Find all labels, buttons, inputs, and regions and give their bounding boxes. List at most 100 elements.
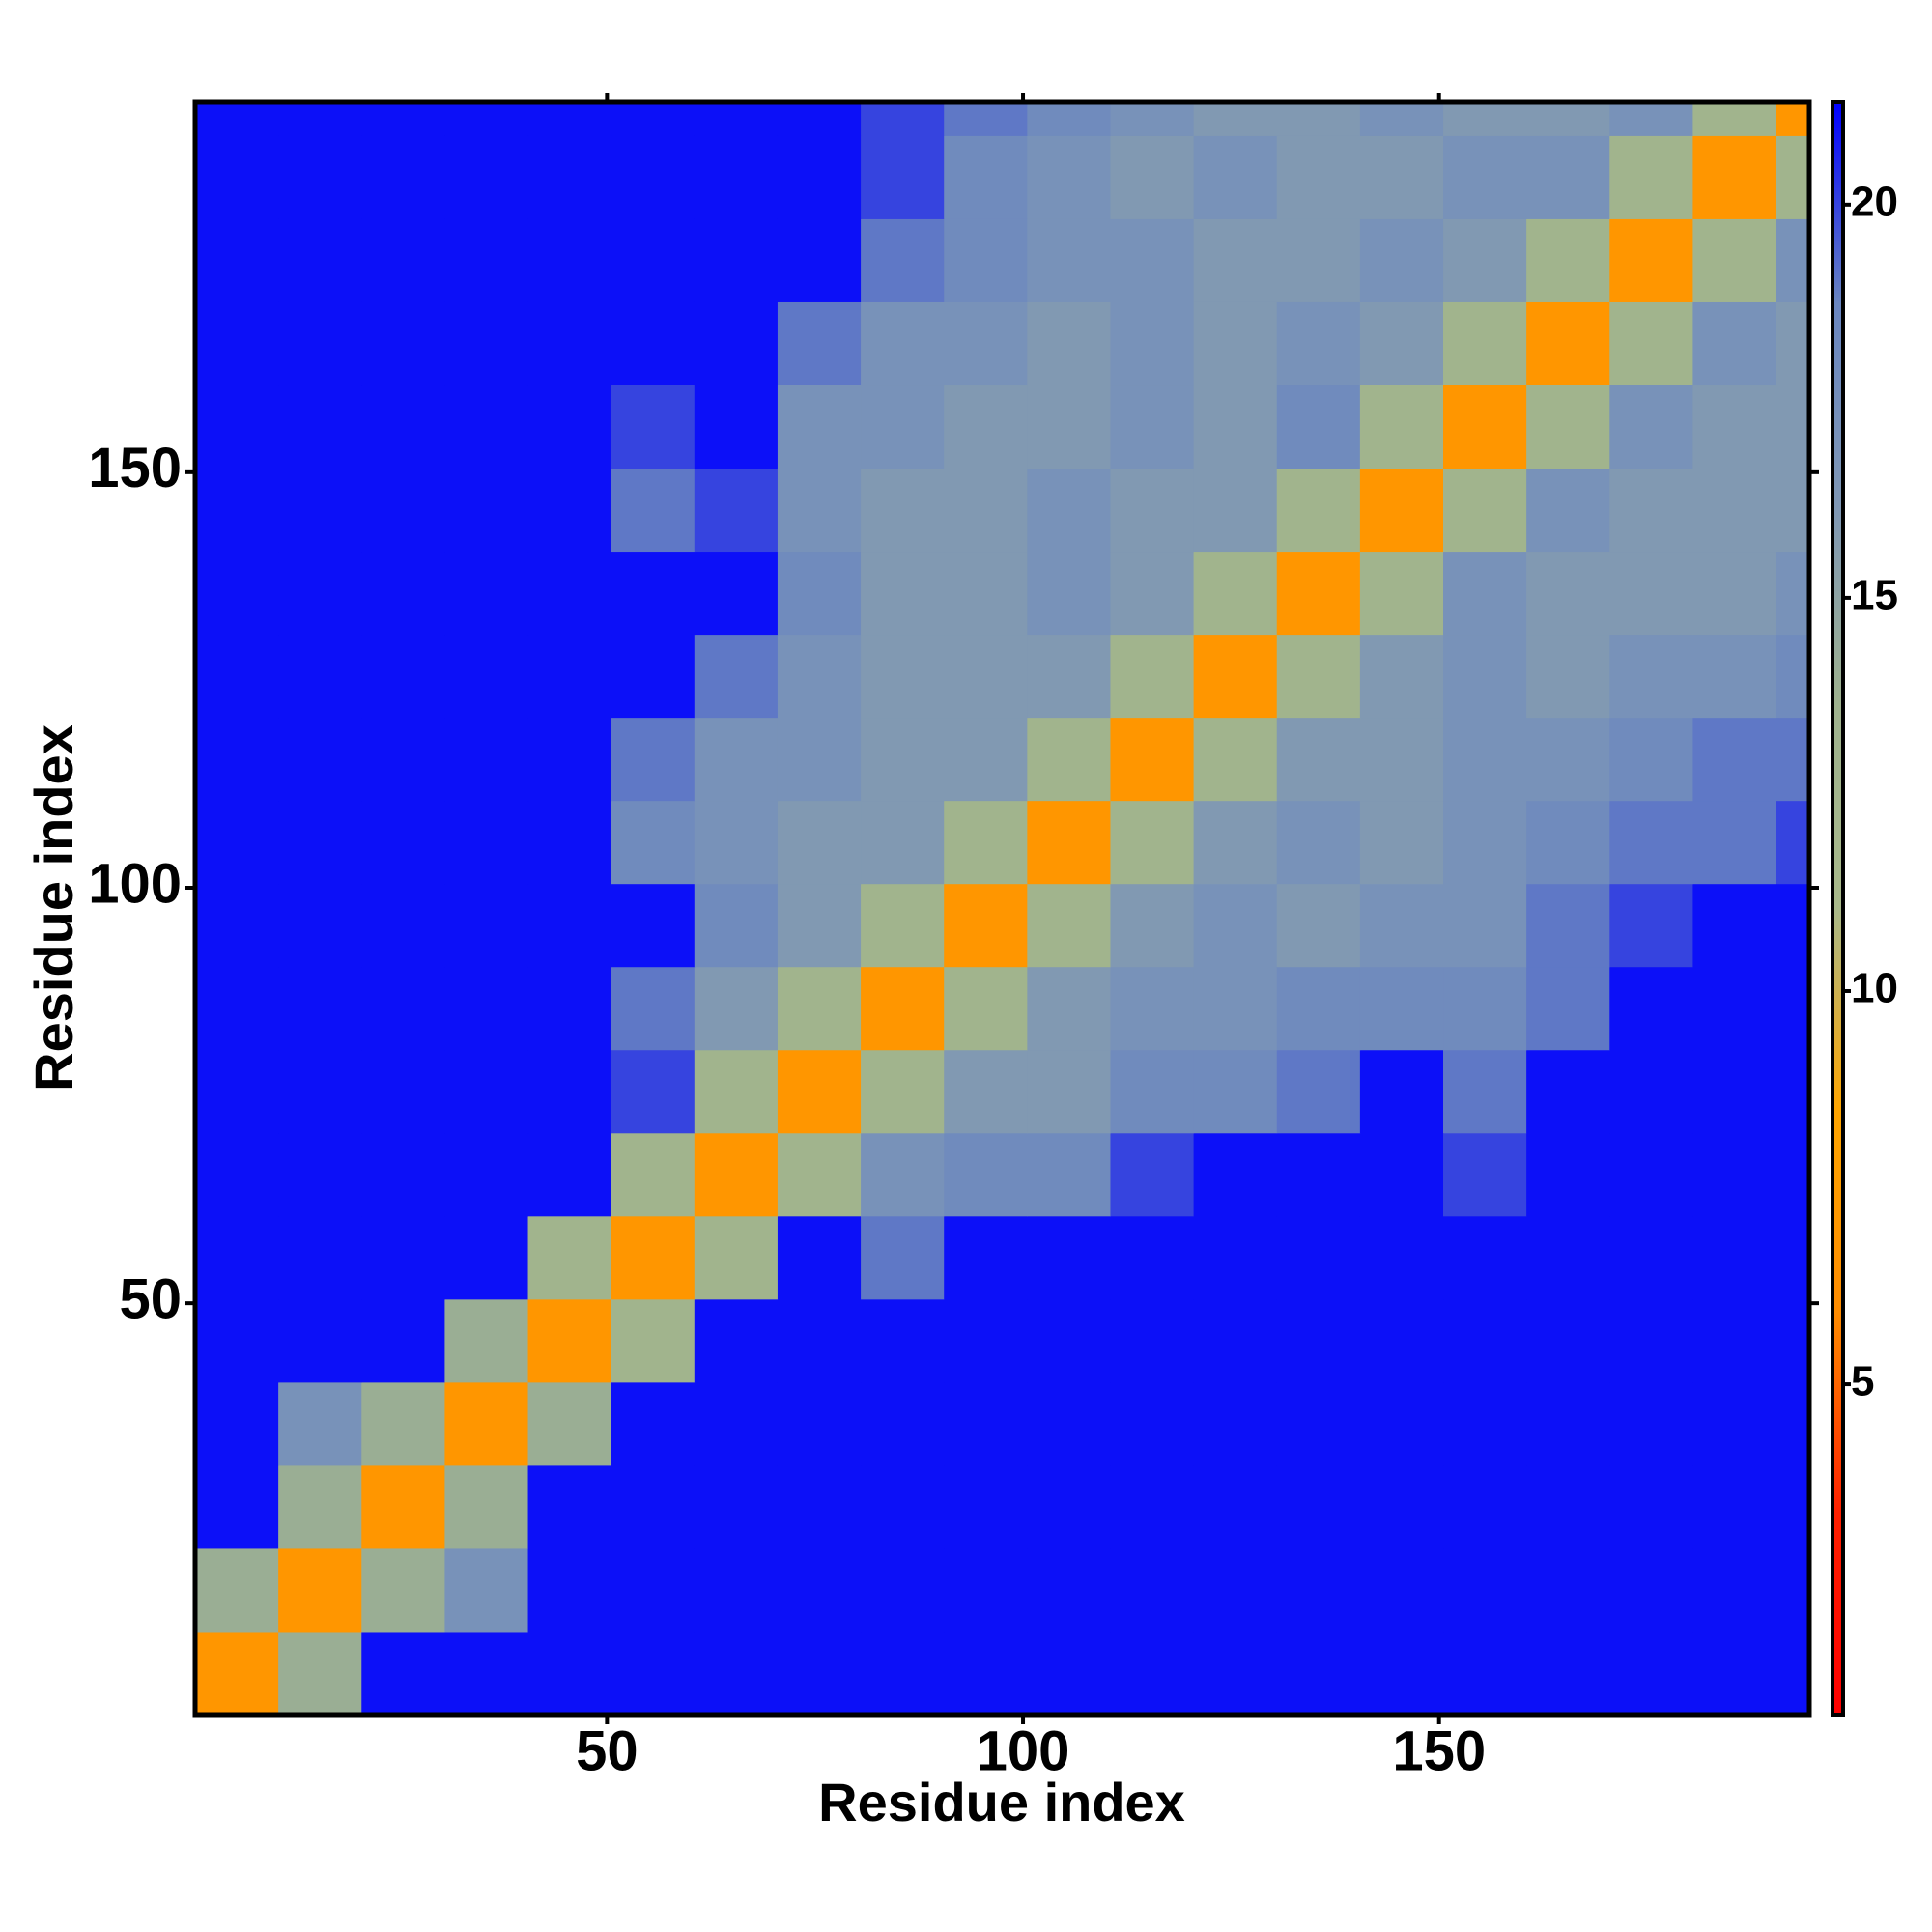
heatmap-cell bbox=[777, 883, 862, 968]
heatmap-cell bbox=[1359, 218, 1444, 302]
heatmap-cell bbox=[1443, 1215, 1527, 1300]
heatmap-cell bbox=[944, 1049, 1028, 1134]
heatmap-cell bbox=[1526, 384, 1610, 469]
heatmap-cell bbox=[1526, 883, 1610, 968]
heatmap-cell bbox=[777, 1464, 862, 1549]
heatmap-cell bbox=[278, 468, 362, 553]
heatmap-cell bbox=[1276, 1631, 1361, 1716]
heatmap-cell bbox=[611, 717, 696, 802]
heatmap-cell bbox=[527, 634, 612, 719]
heatmap-cell bbox=[1193, 1381, 1278, 1466]
heatmap-cell bbox=[278, 800, 362, 885]
heatmap-cell bbox=[1443, 384, 1527, 469]
heatmap-cell bbox=[694, 384, 779, 469]
heatmap-cell bbox=[861, 135, 945, 219]
heatmap-cell bbox=[1526, 1132, 1610, 1217]
heatmap-cell bbox=[1276, 551, 1361, 636]
heatmap-cell bbox=[1609, 1049, 1693, 1134]
heatmap-cell bbox=[1526, 717, 1610, 802]
heatmap-cell bbox=[1110, 717, 1195, 802]
heatmap-cell bbox=[1193, 1132, 1278, 1217]
heatmap-cell bbox=[1110, 883, 1195, 968]
heatmap-cell bbox=[1276, 1215, 1361, 1300]
x-tick-label: 100 bbox=[977, 1719, 1070, 1782]
y-tick-label: 50 bbox=[119, 1267, 182, 1330]
heatmap-cell bbox=[1526, 468, 1610, 553]
heatmap-cell bbox=[195, 1049, 279, 1134]
heatmap-cell bbox=[861, 883, 945, 968]
heatmap-cell bbox=[1692, 1049, 1777, 1134]
heatmap-cell bbox=[944, 1381, 1028, 1466]
heatmap-cell bbox=[361, 218, 445, 302]
colorbar-tick-label: 10 bbox=[1851, 965, 1898, 1012]
heatmap-cell bbox=[1443, 551, 1527, 636]
heatmap-cell bbox=[861, 1049, 945, 1134]
heatmap-cell bbox=[444, 1298, 529, 1383]
colorbar bbox=[1831, 100, 1845, 1717]
heatmap-cell bbox=[1443, 883, 1527, 968]
heatmap-cell bbox=[944, 468, 1028, 553]
heatmap-cell bbox=[1443, 1381, 1527, 1466]
heatmap-cell bbox=[361, 1049, 445, 1134]
heatmap-cell bbox=[1110, 301, 1195, 386]
heatmap-cell bbox=[527, 468, 612, 553]
heatmap-cell bbox=[195, 1215, 279, 1300]
heatmap-cell bbox=[1027, 634, 1111, 719]
heatmap-cell bbox=[1776, 102, 1810, 136]
heatmap-cell bbox=[1692, 218, 1777, 302]
x-tick-label: 150 bbox=[1392, 1719, 1486, 1782]
heatmap-cell bbox=[861, 468, 945, 553]
y-tick-label: 150 bbox=[88, 437, 182, 499]
heatmap-cell bbox=[861, 1215, 945, 1300]
heatmap-cell bbox=[611, 1132, 696, 1217]
heatmap-cell bbox=[278, 218, 362, 302]
heatmap-cell bbox=[1359, 384, 1444, 469]
heatmap-cell bbox=[444, 1381, 529, 1466]
heatmap-cell bbox=[1193, 717, 1278, 802]
heatmap-cell bbox=[694, 1464, 779, 1549]
heatmap-cell bbox=[1776, 135, 1810, 219]
heatmap-cell bbox=[1359, 1548, 1444, 1633]
heatmap-cell bbox=[1692, 384, 1777, 469]
heatmap-cell bbox=[861, 1381, 945, 1466]
heatmap-cell bbox=[1193, 102, 1278, 136]
heatmap-cell bbox=[361, 1464, 445, 1549]
heatmap-cell bbox=[1276, 135, 1361, 219]
heatmap-cell bbox=[444, 1215, 529, 1300]
heatmap-cell bbox=[1276, 1464, 1361, 1549]
heatmap-cell bbox=[1776, 634, 1810, 719]
heatmap-cell bbox=[1276, 1049, 1361, 1134]
heatmap-cell bbox=[694, 551, 779, 636]
heatmap-cell bbox=[195, 1298, 279, 1383]
heatmap-cell bbox=[444, 468, 529, 553]
heatmap-cell bbox=[1526, 966, 1610, 1051]
heatmap-cell bbox=[361, 1548, 445, 1633]
heatmap-cell bbox=[1027, 1631, 1111, 1716]
heatmap-cell bbox=[195, 301, 279, 386]
heatmap-cell bbox=[1110, 1132, 1195, 1217]
heatmap-cell bbox=[944, 634, 1028, 719]
heatmap-cell bbox=[1359, 883, 1444, 968]
heatmap-cell bbox=[1692, 468, 1777, 553]
heatmap-cell bbox=[1027, 1215, 1111, 1300]
heatmap-cell bbox=[694, 800, 779, 885]
heatmap-cell bbox=[1110, 1548, 1195, 1633]
heatmap-cell bbox=[1609, 218, 1693, 302]
heatmap-cell bbox=[1110, 800, 1195, 885]
heatmap-cell bbox=[1027, 1049, 1111, 1134]
heatmap-cell bbox=[195, 102, 279, 136]
heatmap-cell bbox=[1110, 1215, 1195, 1300]
heatmap-cell bbox=[1692, 1631, 1777, 1716]
heatmap-cell bbox=[1443, 634, 1527, 719]
heatmap-cell bbox=[1276, 384, 1361, 469]
heatmap-cell bbox=[1110, 634, 1195, 719]
heatmap-cell bbox=[278, 384, 362, 469]
heatmap-cell bbox=[1526, 1464, 1610, 1549]
heatmap-cell bbox=[1276, 218, 1361, 302]
heatmap-cell bbox=[444, 301, 529, 386]
heatmap-cell bbox=[361, 717, 445, 802]
heatmap-cell bbox=[1609, 1132, 1693, 1217]
heatmap-cell bbox=[278, 717, 362, 802]
heatmap-cell bbox=[195, 135, 279, 219]
heatmap-cell bbox=[1526, 218, 1610, 302]
